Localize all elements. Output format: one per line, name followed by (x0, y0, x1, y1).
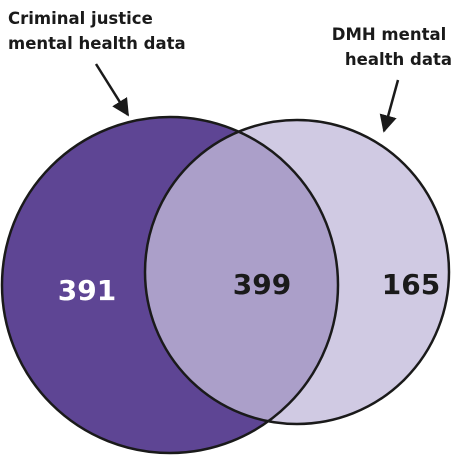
right-set-outline (143, 118, 451, 426)
left-set-label: Criminal justice mental health data (8, 9, 186, 53)
left-only-count: 391 (58, 274, 116, 307)
left-label-arrow (94, 63, 130, 117)
right-set-label-line1: DMH mental (332, 25, 446, 44)
left-set-label-line2: mental health data (8, 34, 186, 53)
right-label-arrow (379, 79, 400, 133)
overlap-count: 399 (233, 268, 291, 301)
left-set-outline (0, 115, 340, 455)
left-set-label-line1: Criminal justice (8, 9, 153, 28)
right-only-count: 165 (382, 268, 440, 301)
right-set-label-line2: health data (345, 50, 452, 69)
right-set-label: DMH mental health data (332, 25, 452, 69)
overlap-region (145, 120, 338, 424)
